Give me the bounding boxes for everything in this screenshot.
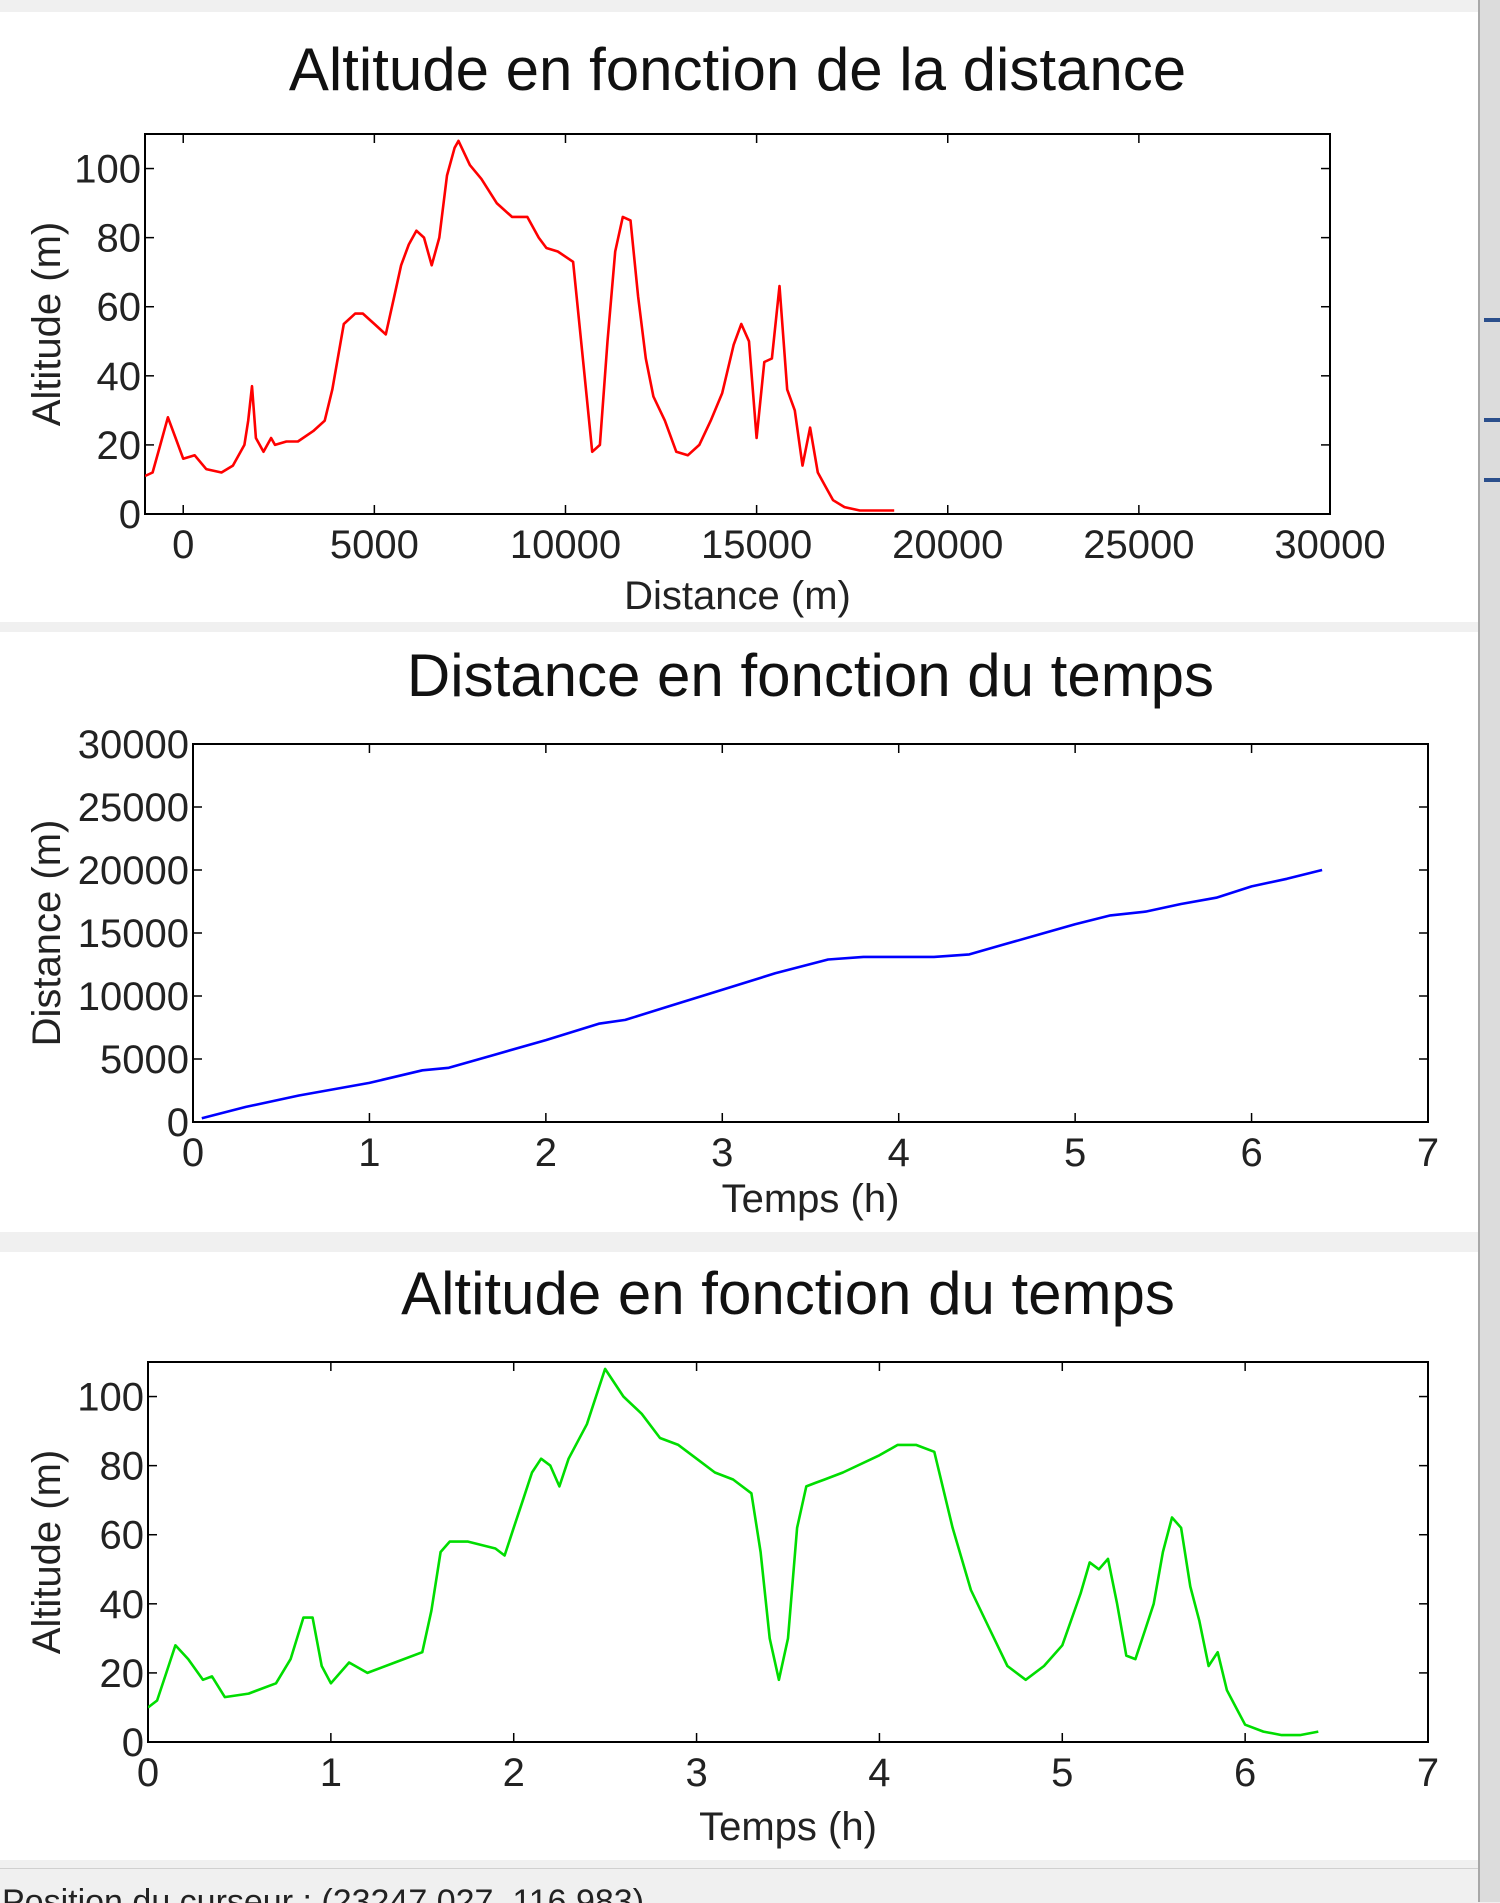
y-tick-label: 40	[97, 355, 142, 399]
y-tick-label: 20	[97, 424, 142, 468]
y-tick-label: 60	[100, 1514, 145, 1558]
x-tick-label: 1	[358, 1131, 380, 1175]
x-tick-label: 3	[685, 1751, 707, 1795]
y-tick-label: 80	[100, 1445, 145, 1489]
series-line	[148, 1367, 1319, 1737]
status-bar: Position du curseur : (23247.027, 116.98…	[0, 1868, 1478, 1903]
x-tick-label: 6	[1234, 1751, 1256, 1795]
plot-frame	[192, 743, 1429, 1123]
y-tick-label: 30000	[78, 723, 189, 767]
y-axis-label: Distance (m)	[25, 820, 69, 1047]
y-tick-label: 20000	[78, 849, 189, 893]
x-tick-label: 4	[888, 1131, 910, 1175]
y-tick-label: 80	[97, 217, 142, 261]
y-axis-label: Altitude (m)	[25, 1450, 69, 1655]
x-tick-label: 10000	[510, 523, 621, 567]
chart-distance-temps[interactable]: Distance en fonction du temps 0 1 2 3 4 5 6 7 0 50…	[0, 632, 1478, 1232]
x-tick-label: 5000	[330, 523, 419, 567]
window-edge-strip	[1478, 0, 1500, 1902]
chart-title: Altitude en fonction du temps	[401, 1260, 1175, 1327]
chart-title: Distance en fonction du temps	[407, 642, 1214, 709]
x-tick-label: 5	[1064, 1131, 1086, 1175]
x-tick-label: 6	[1240, 1131, 1262, 1175]
x-axis-label: Temps (h)	[722, 1177, 900, 1221]
x-axis-label: Distance (m)	[624, 574, 851, 618]
cursor-position-readout: Position du curseur : (23247.027, 116.98…	[2, 1883, 645, 1903]
chart-panel-distance-temps: Distance en fonction du temps 0 1 2 3 4 5 6 7 0 50…	[0, 632, 1478, 1232]
x-tick-label: 0	[137, 1751, 159, 1795]
y-tick-label: 0	[122, 1721, 144, 1765]
y-tick-label: 100	[77, 1376, 144, 1420]
plot-frame	[144, 133, 1331, 515]
strip-marker	[1484, 318, 1500, 322]
x-tick-label: 1	[320, 1751, 342, 1795]
series-line	[145, 139, 895, 512]
y-tick-label: 60	[97, 286, 142, 330]
x-tick-label: 7	[1417, 1131, 1439, 1175]
x-tick-label: 25000	[1083, 523, 1194, 567]
x-tick-label: 15000	[701, 523, 812, 567]
x-axis-label: Temps (h)	[699, 1805, 877, 1849]
y-tick-label: 10000	[78, 975, 189, 1019]
x-tick-label: 20000	[892, 523, 1003, 567]
y-tick-label: 0	[167, 1101, 189, 1145]
x-tick-label: 2	[535, 1131, 557, 1175]
x-tick-label: 5	[1051, 1751, 1073, 1795]
y-axis-label: Altitude (m)	[25, 222, 69, 427]
y-tick-label: 5000	[100, 1038, 189, 1082]
strip-marker	[1484, 418, 1500, 422]
chart-altitude-distance[interactable]: Altitude en fonction de la distance 0 5000…	[0, 12, 1478, 622]
x-tick-label: 7	[1417, 1751, 1439, 1795]
series-line	[201, 868, 1323, 1120]
y-tick-label: 25000	[78, 786, 189, 830]
x-tick-label: 2	[503, 1751, 525, 1795]
y-tick-label: 0	[119, 493, 141, 537]
chart-panel-altitude-temps: Altitude en fonction du temps 0 1 2 3 4 5 6 7 0 20…	[0, 1252, 1478, 1860]
x-tick-label: 4	[868, 1751, 890, 1795]
x-tick-label: 3	[711, 1131, 733, 1175]
chart-altitude-temps[interactable]: Altitude en fonction du temps 0 1 2 3 4 5 6 7 0 20…	[0, 1252, 1478, 1860]
plot-frame	[147, 1361, 1429, 1743]
y-tick-label: 100	[74, 148, 141, 192]
strip-marker	[1484, 478, 1500, 482]
y-tick-label: 15000	[78, 912, 189, 956]
y-tick-label: 40	[100, 1583, 145, 1627]
x-tick-label: 0	[182, 1131, 204, 1175]
x-tick-label: 0	[172, 523, 194, 567]
chart-panel-altitude-distance: Altitude en fonction de la distance 0 5000…	[0, 12, 1478, 622]
x-tick-label: 30000	[1274, 523, 1385, 567]
y-tick-label: 20	[100, 1652, 145, 1696]
chart-title: Altitude en fonction de la distance	[289, 36, 1186, 103]
